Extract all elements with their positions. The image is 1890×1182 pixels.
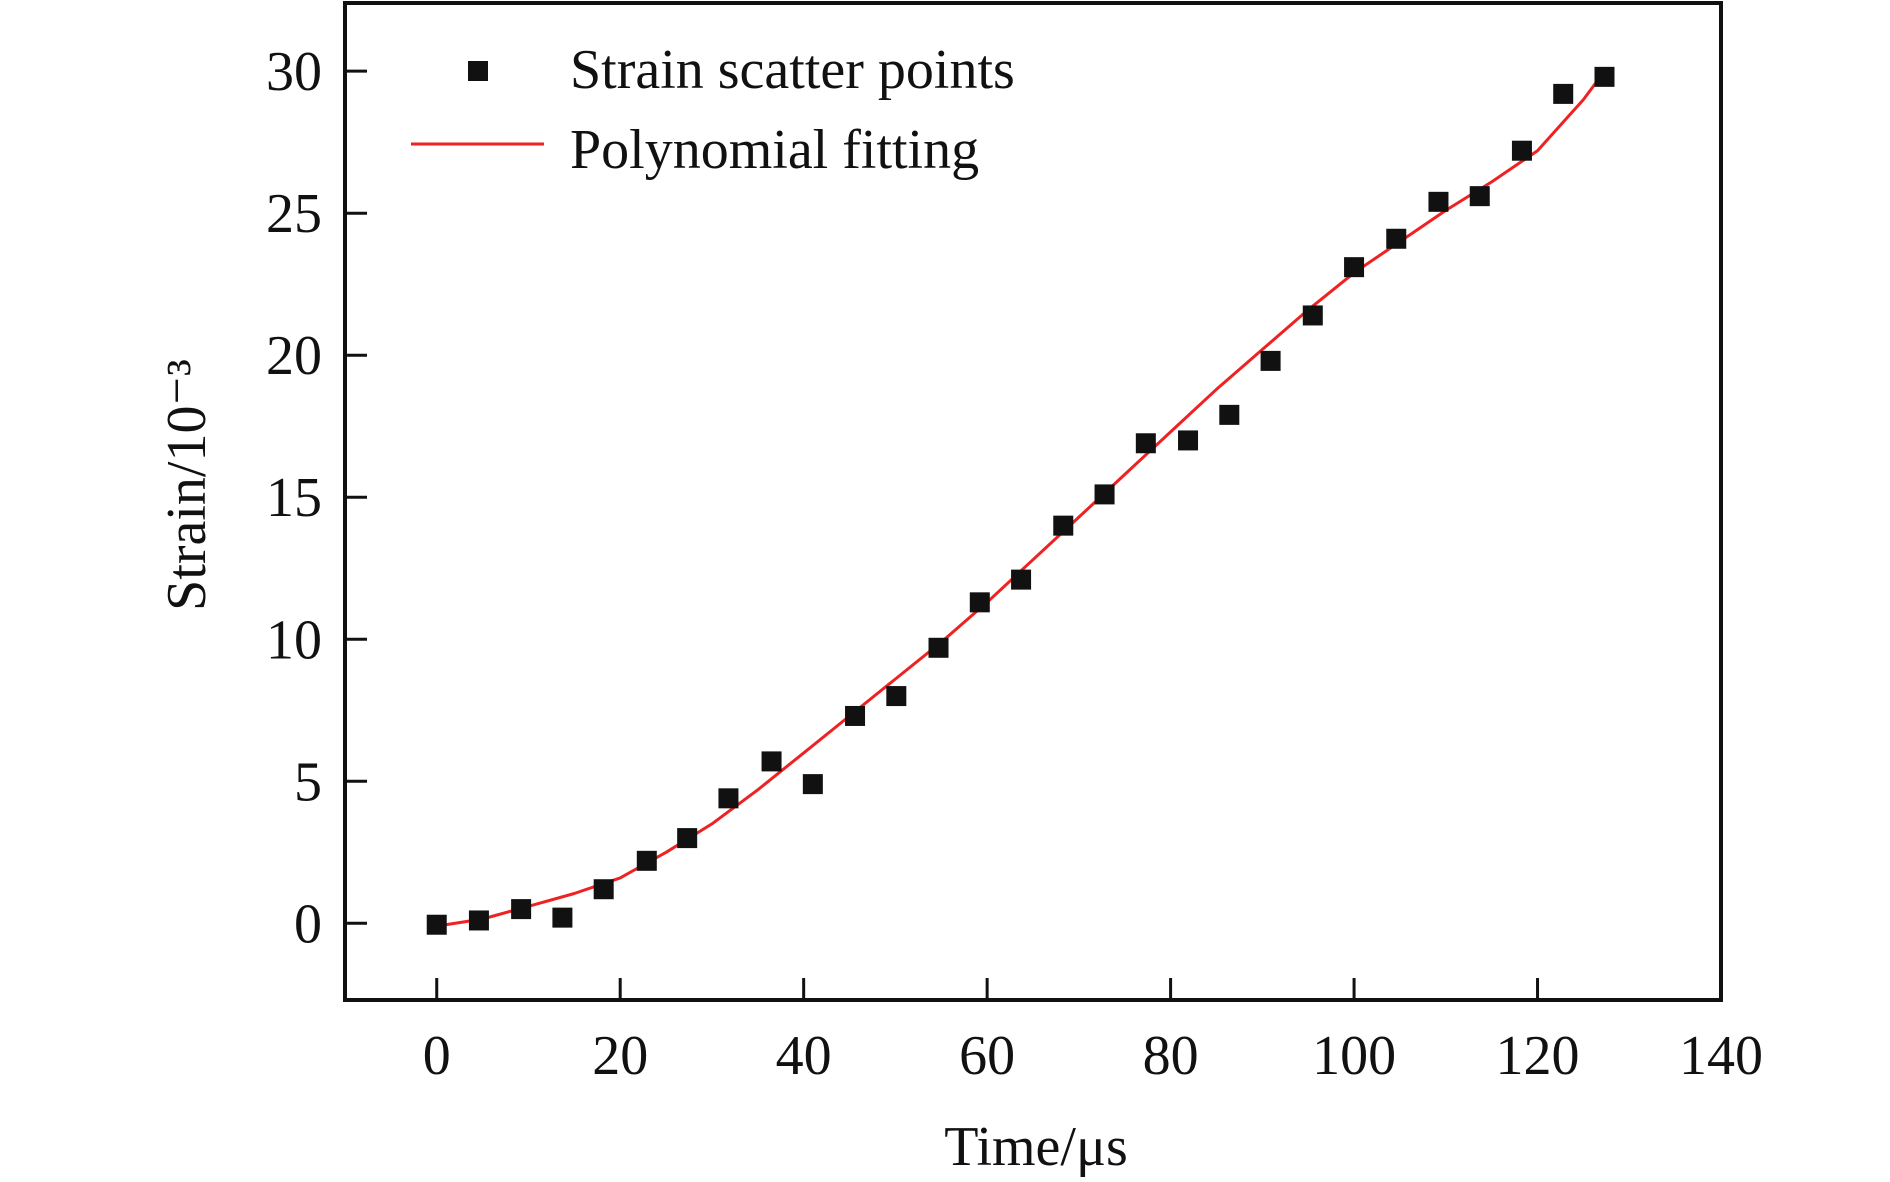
x-tick-label: 0	[423, 1025, 451, 1087]
x-tick-label: 100	[1312, 1025, 1396, 1087]
scatter-point	[718, 788, 739, 809]
y-tick-label: 20	[266, 325, 322, 387]
scatter-point	[1302, 305, 1323, 326]
scatter-point	[1553, 83, 1574, 104]
scatter-point	[928, 637, 949, 658]
x-tick-label: 40	[776, 1025, 832, 1087]
x-tick-label: 20	[592, 1025, 648, 1087]
scatter-point	[1053, 515, 1074, 536]
scatter-point	[1135, 433, 1156, 454]
x-axis-ticks: 0 20 40 60 80 100 120 140	[423, 978, 1763, 1087]
scatter-point	[593, 879, 614, 900]
fit-line	[436, 70, 1606, 928]
scatter-point	[1469, 186, 1490, 207]
legend: Strain scatter points Polynomial fitting	[411, 39, 1015, 181]
scatter-point	[677, 828, 698, 849]
y-tick-label: 30	[266, 41, 322, 103]
scatter-point	[426, 914, 447, 935]
x-tick-label: 120	[1496, 1025, 1580, 1087]
scatter-point	[845, 705, 866, 726]
scatter-point	[636, 850, 657, 871]
scatter-point	[1386, 228, 1407, 249]
scatter-point	[1428, 191, 1449, 212]
scatter-point	[511, 899, 532, 920]
plot-marks	[426, 66, 1615, 935]
scatter-point	[1094, 484, 1115, 505]
x-tick-label: 80	[1143, 1025, 1199, 1087]
scatter-point	[1219, 404, 1240, 425]
y-axis-ticks: 0 5 10 15 20 25 30	[266, 41, 367, 955]
y-tick-label: 15	[266, 467, 322, 529]
scatter-point	[1594, 66, 1615, 87]
scatter-point	[1178, 430, 1199, 451]
x-axis-label: Time/μs	[944, 1116, 1128, 1178]
scatter-point	[468, 910, 489, 931]
x-tick-label: 140	[1679, 1025, 1763, 1087]
scatter-point	[552, 907, 573, 928]
x-tick-label: 60	[959, 1025, 1015, 1087]
y-tick-label: 25	[266, 183, 322, 245]
legend-scatter-marker	[468, 61, 488, 81]
legend-label-scatter: Strain scatter points	[570, 39, 1015, 101]
y-tick-label: 10	[266, 609, 322, 671]
scatter-point	[1011, 569, 1032, 590]
plot-frame	[343, 1, 1723, 1002]
scatter-point	[1344, 257, 1365, 278]
scatter-point	[1260, 350, 1281, 371]
scatter-point	[802, 774, 823, 795]
y-tick-label: 5	[294, 751, 322, 813]
legend-label-fit: Polynomial fitting	[570, 119, 979, 181]
scatter-point	[761, 751, 782, 772]
y-tick-label: 0	[294, 893, 322, 955]
scatter-point	[1511, 140, 1532, 161]
scatter-point	[886, 686, 907, 707]
y-axis-label: Strain/10⁻³	[156, 359, 218, 611]
scatter-point	[969, 592, 990, 613]
